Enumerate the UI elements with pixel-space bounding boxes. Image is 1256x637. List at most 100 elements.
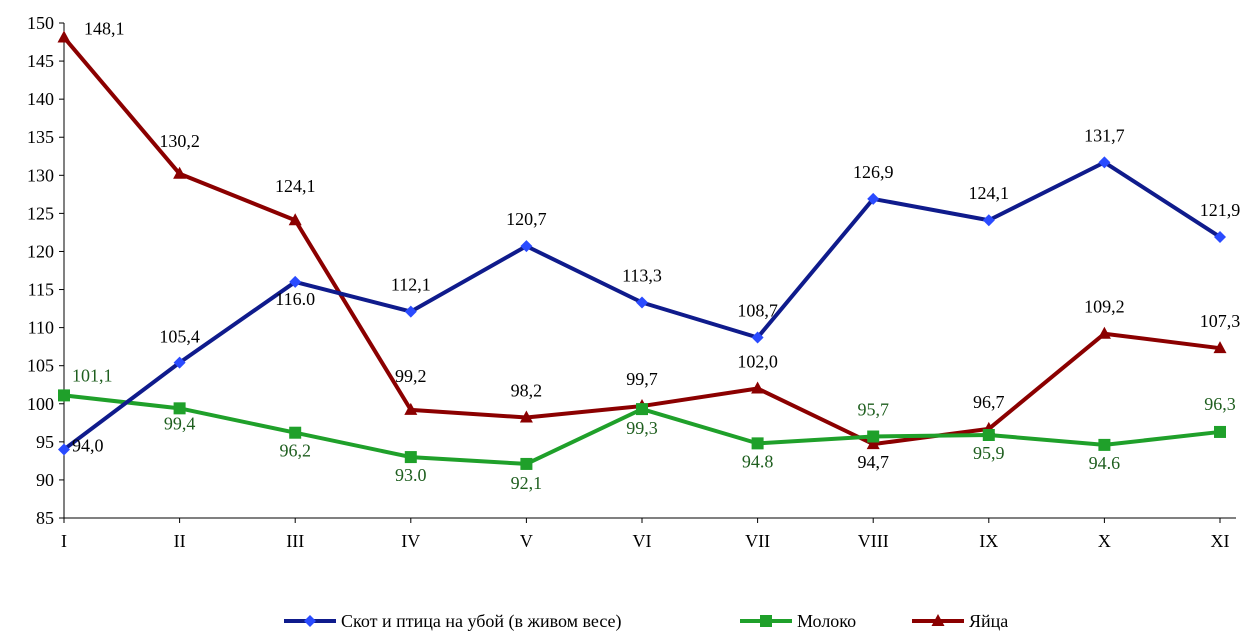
data-label-eggs: 109,2 [1084,297,1125,317]
y-tick-label: 145 [27,51,54,71]
data-label-milk: 93.0 [395,465,427,485]
data-point-livestock [173,356,186,369]
legend-label-milk: Молоко [797,611,856,631]
data-point-eggs [288,213,302,226]
data-point-milk [1098,438,1111,451]
legend-marker-livestock [304,615,316,627]
data-label-milk: 95,9 [973,443,1005,463]
data-label-eggs: 96,7 [973,392,1005,412]
y-tick-label: 100 [27,394,54,414]
data-point-milk [636,403,648,416]
y-tick-label: 85 [36,508,54,528]
data-point-eggs [404,402,418,415]
data-label-livestock: 131,7 [1084,125,1125,145]
data-label-eggs: 130,2 [159,131,200,151]
data-label-milk: 92,1 [511,473,543,493]
data-label-eggs: 99,2 [395,366,427,386]
x-tick-label: VI [633,531,652,551]
data-label-eggs: 124,1 [275,176,316,196]
data-point-eggs [1097,326,1111,339]
y-tick-label: 105 [27,356,54,376]
x-tick-label: II [174,531,186,551]
x-tick-label: VIII [858,531,889,551]
data-label-eggs: 94,7 [857,452,889,472]
data-point-milk [1214,425,1226,438]
data-label-eggs: 148,1 [84,18,125,38]
x-tick-label: III [286,531,304,551]
data-point-milk [289,426,302,439]
data-point-livestock [1098,156,1111,169]
chart-axes [63,23,1236,519]
data-point-livestock [1214,230,1226,243]
data-label-milk: 101,1 [72,365,113,385]
y-tick-label: 125 [27,203,54,223]
data-point-milk [404,451,417,464]
data-label-milk: 96,2 [279,441,311,461]
data-label-livestock: 120,7 [506,209,547,229]
data-label-milk: 94.6 [1089,453,1121,473]
x-axis-ticks: I II III IV V VI VII VIII IX X XI [61,518,1230,551]
data-point-livestock [867,192,880,205]
legend-marker-eggs [931,614,945,626]
data-label-eggs: 102,0 [737,352,778,372]
data-point-livestock [289,275,302,288]
y-tick-label: 95 [36,432,54,452]
data-label-milk: 99,4 [164,413,196,433]
legend-label-eggs: Яйца [969,611,1008,631]
data-label-livestock: 113,3 [622,265,662,285]
x-tick-label: XI [1211,531,1230,551]
data-point-eggs [57,30,71,43]
data-point-livestock [982,214,995,227]
data-point-livestock [751,331,764,344]
data-label-eggs: 98,2 [511,380,543,400]
data-label-livestock: 94,0 [72,435,104,455]
data-point-milk [58,389,70,402]
chart-legend: Скот и птица на убой (в живом весе) Молок… [284,611,1008,632]
chart-series [57,30,1227,470]
data-point-milk [520,457,533,470]
data-point-livestock [58,443,70,456]
data-label-livestock: 105,4 [159,327,200,347]
data-label-milk: 94.8 [742,451,774,471]
data-point-livestock [404,305,417,318]
data-point-eggs [866,437,880,450]
data-label-livestock: 108,7 [737,301,778,321]
data-point-milk [751,437,764,450]
x-tick-label: IX [979,531,998,551]
x-tick-label: I [61,531,67,551]
data-label-eggs: 107,3 [1200,311,1241,331]
y-axis-ticks: 85 90 95 100 105 110 115 120 125 130 135 140 145 150 [27,13,64,528]
data-label-livestock: 124,1 [969,183,1010,203]
x-tick-label: V [520,531,533,551]
x-tick-label: IV [401,531,420,551]
data-point-eggs [519,410,533,423]
data-point-eggs [1213,341,1227,354]
y-tick-label: 120 [27,241,54,261]
data-label-eggs: 99,7 [626,369,658,389]
x-tick-label: VII [745,531,770,551]
data-label-livestock: 121,9 [1200,200,1241,220]
data-point-milk [173,402,186,415]
data-label-milk: 95,7 [857,400,889,420]
legend-label-livestock: Скот и птица на убой (в живом весе) [341,611,622,632]
data-label-livestock: 112,1 [391,275,431,295]
legend-marker-milk [760,615,772,627]
data-point-livestock [520,240,533,253]
x-tick-label: X [1098,531,1111,551]
y-tick-label: 130 [27,165,54,185]
data-label-milk: 99,3 [626,418,658,438]
y-tick-label: 90 [36,470,54,490]
data-label-livestock: 116.0 [275,289,315,309]
data-labels: 94,0 105,4 116.0 112,1 120,7 113,3 108,7 126,9 1… [72,18,1240,492]
data-point-eggs [751,381,765,394]
y-tick-label: 115 [28,280,54,300]
data-point-eggs [173,166,187,179]
data-point-milk [982,428,995,441]
y-tick-label: 150 [27,13,54,33]
y-tick-label: 135 [27,127,54,147]
data-point-livestock [636,296,648,309]
data-point-milk [867,430,880,443]
y-tick-label: 140 [27,89,54,109]
y-tick-label: 110 [28,318,54,338]
data-label-milk: 96,3 [1204,394,1236,414]
